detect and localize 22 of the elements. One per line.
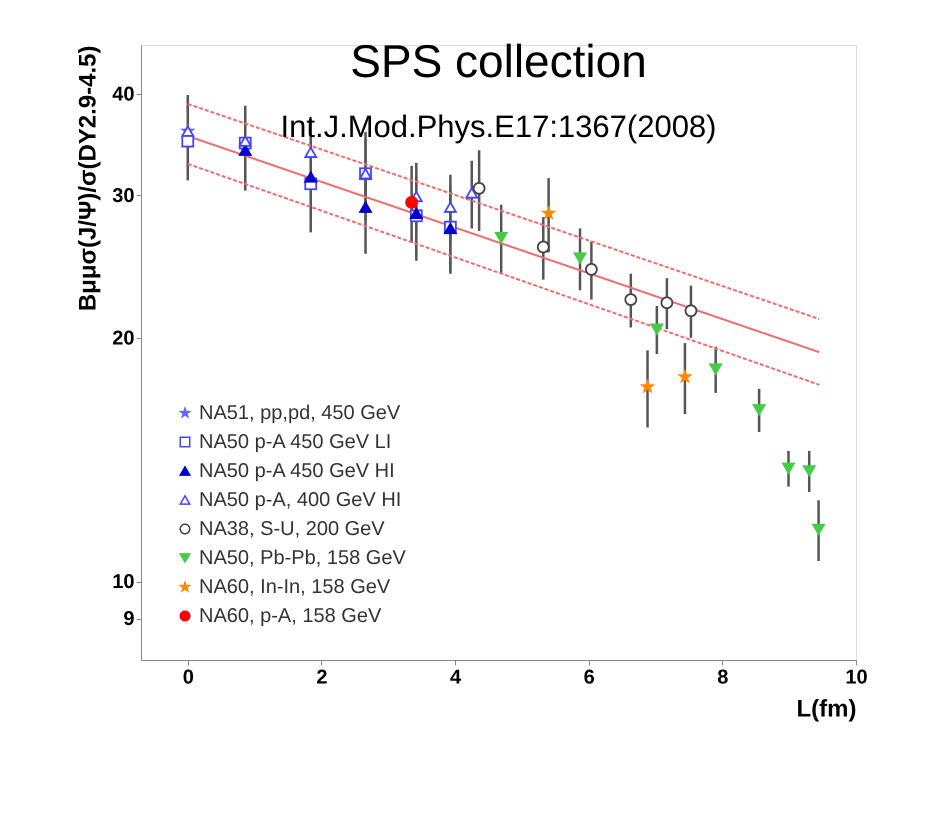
x-tick-label: 8 <box>717 666 728 688</box>
chart-title: SPS collection <box>350 35 647 87</box>
legend-label: NA60, p-A, 158 GeV <box>199 605 382 627</box>
x-axis-title: L(fm) <box>796 696 856 722</box>
legend-label: NA50, Pb-Pb, 158 GeV <box>199 547 406 569</box>
x-tick-label: 0 <box>182 666 194 688</box>
y-tick-label: 10 <box>112 571 134 594</box>
y-tick-label: 9 <box>123 608 134 630</box>
x-tick-label: 4 <box>450 666 462 688</box>
y-axis-title: Bμμσ(J/Ψ)/σ(DY2.9-4.5) <box>74 46 102 312</box>
legend-label: NA51, pp,pd, 450 GeV <box>199 402 401 424</box>
legend-label: NA60, In-In, 158 GeV <box>199 576 391 598</box>
legend-label: NA50 p-A 450 GeV LI <box>199 431 392 453</box>
y-tick-label: 30 <box>112 184 134 207</box>
legend-label: NA50 p-A 450 GeV HI <box>199 460 395 482</box>
legend-label: NA38, S-U, 200 GeV <box>199 518 386 540</box>
y-tick-label: 20 <box>112 327 134 350</box>
x-tick-label: 2 <box>316 666 328 688</box>
x-tick-label: 10 <box>845 666 868 688</box>
x-tick-label: 6 <box>584 666 595 688</box>
y-tick-label: 40 <box>112 84 134 106</box>
legend-label: NA50 p-A, 400 GeV HI <box>199 489 402 511</box>
